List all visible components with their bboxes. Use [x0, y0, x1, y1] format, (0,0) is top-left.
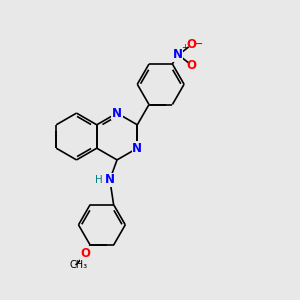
Text: +: +	[181, 43, 188, 52]
Text: O: O	[186, 59, 196, 72]
Text: O: O	[80, 247, 90, 260]
Text: CH₃: CH₃	[70, 260, 88, 270]
Text: N: N	[112, 106, 122, 120]
Text: O: O	[186, 38, 196, 51]
Text: N: N	[105, 173, 115, 186]
Text: H: H	[94, 175, 102, 184]
Text: N: N	[132, 142, 142, 155]
Text: −: −	[193, 38, 203, 51]
Text: N: N	[172, 48, 183, 62]
